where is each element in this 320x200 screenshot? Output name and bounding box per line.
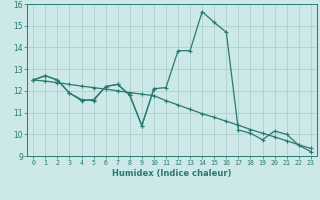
- X-axis label: Humidex (Indice chaleur): Humidex (Indice chaleur): [112, 169, 232, 178]
